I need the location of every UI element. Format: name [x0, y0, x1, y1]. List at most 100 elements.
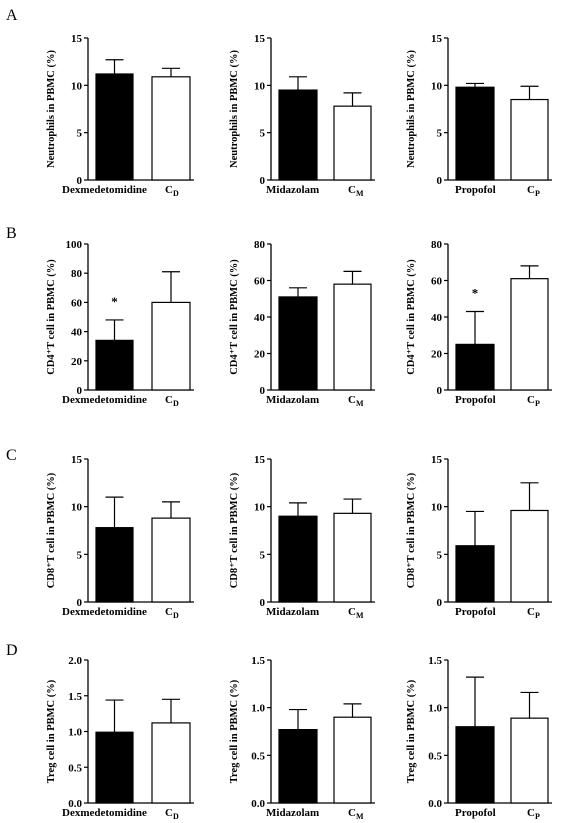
category-label-subscript: M — [356, 189, 364, 198]
y-tick-label: 0 — [437, 597, 443, 609]
y-tick-label: 15 — [431, 33, 443, 45]
category-label-subscript: P — [535, 611, 540, 620]
category-label-subscript: P — [535, 399, 540, 408]
y-tick-label: 0 — [260, 385, 266, 397]
category-label-main: C — [348, 394, 356, 406]
y-tick-label: 0 — [260, 597, 266, 609]
y-axis-label: Treg cell in PBMC (%) — [46, 679, 57, 783]
y-tick-label: 15 — [254, 33, 266, 45]
bar-chart-C3: 0 5 10 15 CD8⁺T cell in PBMC (%) Propofol CP — [406, 454, 552, 620]
category-label-main: Midazolam — [266, 807, 319, 819]
bar — [151, 517, 191, 603]
y-axis-label: CD8⁺T cell in PBMC (%) — [406, 472, 417, 588]
bar — [510, 98, 549, 181]
category-label-subscript: M — [356, 399, 364, 408]
y-tick-label: 15 — [71, 33, 83, 45]
y-tick-label: 80 — [71, 268, 83, 280]
y-tick-label: 80 — [254, 239, 266, 251]
y-tick-label: 60 — [71, 297, 83, 309]
y-tick-label: 10 — [254, 80, 266, 92]
bar — [95, 527, 134, 603]
category-label: Dexmedetomidine — [62, 606, 147, 618]
bar-chart-D2: 0.0 0.5 1.0 1.5 Treg cell in PBMC (%) Midazol… — [229, 655, 375, 821]
bar — [151, 76, 191, 181]
y-tick-label: 20 — [71, 356, 83, 368]
y-tick-label: 15 — [71, 454, 83, 466]
y-tick-label: 10 — [431, 502, 443, 514]
category-label: Dexmedetomidine — [62, 807, 147, 819]
bar-chart-B2: 0 20 40 60 80 CD4⁺T cell in PBMC (%) Midazolam… — [229, 239, 375, 408]
bar-chart-A1: 0 5 10 15 Neutrophils in PBMC (%) Dexmedetomi… — [46, 33, 194, 198]
y-tick-label: 20 — [431, 349, 443, 361]
panel-letter: C — [6, 447, 17, 464]
bar — [333, 283, 372, 391]
y-axis-label: Treg cell in PBMC (%) — [406, 679, 417, 783]
y-tick-label: 0.0 — [428, 798, 442, 810]
bar — [278, 89, 318, 181]
panel-letter: D — [6, 642, 18, 659]
bar — [455, 343, 495, 391]
category-label-subscript: P — [535, 812, 540, 821]
y-tick-label: 5 — [260, 128, 266, 140]
bar — [95, 731, 134, 804]
y-tick-label: 0.5 — [428, 750, 442, 762]
bar-chart-D1: 0.0 0.5 1.0 1.5 2.0 Treg cell in PBMC (%) Dexm… — [46, 655, 194, 821]
category-label-main: C — [165, 606, 173, 618]
y-tick-label: 10 — [254, 502, 266, 514]
y-tick-label: 15 — [431, 454, 443, 466]
y-tick-label: 0 — [437, 385, 443, 397]
bar-chart-B3: 0 20 40 60 80 CD4⁺T cell in PBMC (%) * Propofol… — [406, 239, 552, 408]
panel-letter: A — [6, 7, 18, 24]
category-label: Midazolam — [266, 606, 319, 618]
category-label-main: Propofol — [455, 807, 496, 819]
y-tick-label: 5 — [437, 128, 443, 140]
y-tick-label: 1.0 — [251, 703, 265, 715]
category-label: CM — [348, 184, 364, 198]
bar-chart-A2: 0 5 10 15 Neutrophils in PBMC (%) Midazolam CM — [229, 33, 375, 198]
category-label-subscript: D — [173, 611, 179, 620]
y-axis-label: CD8⁺T cell in PBMC (%) — [229, 472, 240, 588]
category-label-subscript: M — [356, 611, 364, 620]
y-tick-label: 40 — [254, 312, 266, 324]
category-label: Midazolam — [266, 394, 319, 406]
y-tick-label: 0 — [437, 175, 443, 187]
category-label-main: C — [527, 394, 535, 406]
y-tick-label: 5 — [260, 549, 266, 561]
y-tick-label: 0.0 — [68, 798, 82, 810]
bar — [510, 509, 549, 603]
y-tick-label: 0.5 — [68, 762, 82, 774]
y-tick-label: 0 — [77, 385, 83, 397]
bar — [333, 716, 372, 804]
category-label-main: C — [165, 184, 173, 196]
category-label: CM — [348, 807, 364, 821]
category-label: CD — [165, 184, 179, 198]
bar-chart-C1: 0 5 10 15 CD8⁺T cell in PBMC (%) Dexmedetomid… — [46, 454, 194, 620]
category-label-main: C — [348, 606, 356, 618]
y-tick-label: 10 — [71, 80, 83, 92]
y-tick-label: 5 — [437, 549, 443, 561]
category-label: Propofol — [455, 606, 496, 618]
category-label: Propofol — [455, 184, 496, 196]
category-label-main: Midazolam — [266, 394, 319, 406]
y-tick-label: 20 — [254, 349, 266, 361]
category-label: Midazolam — [266, 184, 319, 196]
y-axis-label: CD8⁺T cell in PBMC (%) — [46, 472, 57, 588]
bar — [510, 278, 549, 391]
y-tick-label: 1.0 — [428, 703, 442, 715]
category-label-main: Propofol — [455, 394, 496, 406]
category-label: Dexmedetomidine — [62, 184, 147, 196]
category-label-main: C — [165, 807, 173, 819]
y-axis-label: Treg cell in PBMC (%) — [229, 679, 240, 783]
y-tick-label: 1.5 — [428, 655, 442, 667]
category-label-main: C — [527, 606, 535, 618]
panel-letter: B — [6, 225, 17, 242]
y-axis-label: Neutrophils in PBMC (%) — [406, 50, 417, 168]
y-tick-label: 60 — [254, 276, 266, 288]
bar — [455, 86, 495, 181]
bar-chart-A3: 0 5 10 15 Neutrophils in PBMC (%) Propofol CP — [406, 33, 552, 198]
y-tick-label: 0.0 — [251, 798, 265, 810]
y-tick-label: 100 — [66, 239, 83, 251]
bar-chart-C2: 0 5 10 15 CD8⁺T cell in PBMC (%) Midazolam CM — [229, 454, 375, 620]
y-axis-label: CD4⁺T cell in PBMC (%) — [406, 259, 417, 375]
y-axis-label: CD4⁺T cell in PBMC (%) — [46, 259, 57, 375]
